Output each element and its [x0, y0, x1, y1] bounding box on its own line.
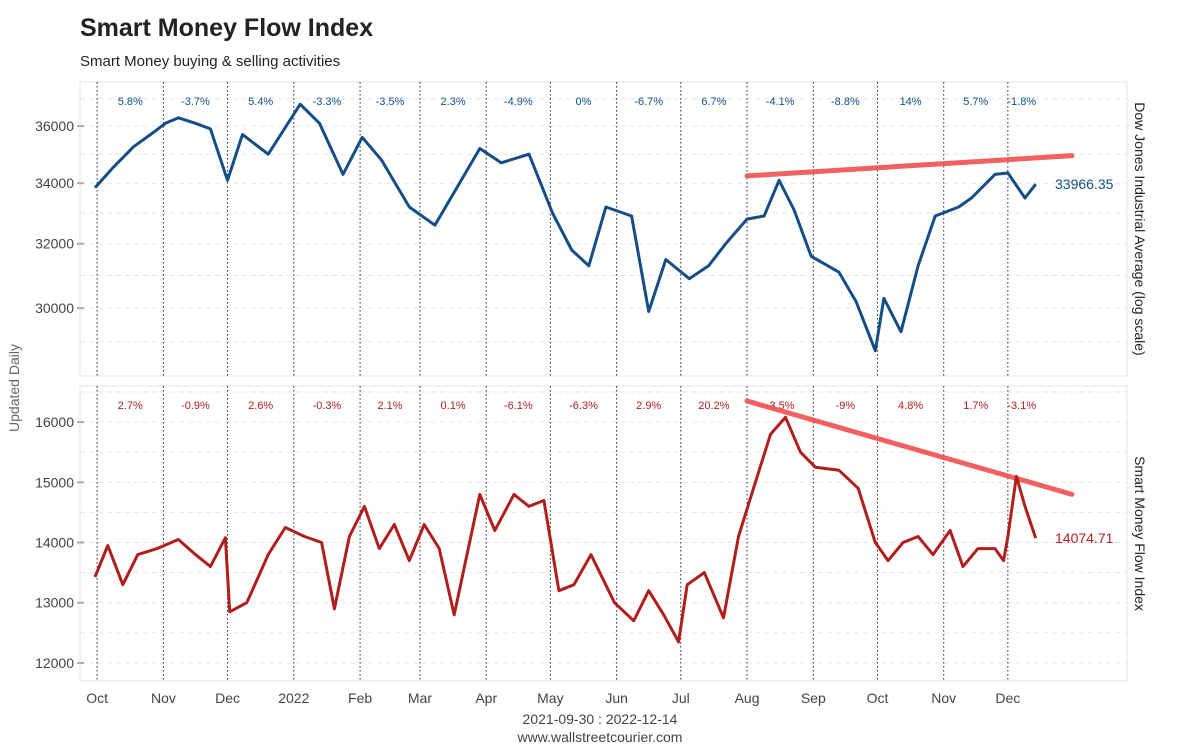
dow-axis-label: Dow Jones Industrial Average (log scale) [1132, 102, 1148, 355]
dow-last-value: 33966.35 [1055, 176, 1114, 192]
x-tick-label: Nov [931, 690, 956, 706]
dow-monthly-change-label: -3.7% [181, 96, 210, 108]
dow-monthly-change-label: -1.8% [1007, 96, 1036, 108]
smfi-series-line [93, 415, 1038, 644]
dow-panel-frame [79, 81, 1128, 377]
x-tick-label: Feb [348, 690, 372, 706]
smfi-y-tick-label: 12000 [35, 655, 74, 671]
smfi-monthly-change-label: 2.9% [636, 400, 661, 412]
dow-y-tick-label: 32000 [35, 236, 74, 252]
smfi-last-value: 14074.71 [1055, 530, 1114, 546]
panel-smfi: 12000 13000 14000 15000 16000 2.7% -0.9% 2.6% -0… [35, 385, 1148, 682]
website-footer: www.wallstreetcourier.com [517, 729, 683, 745]
dow-monthly-change-label: -8.8% [831, 96, 860, 108]
smfi-axis-label: Smart Money Flow Index [1132, 456, 1148, 611]
x-tick-label: Dec [995, 690, 1020, 706]
x-tick-label: Aug [735, 690, 760, 706]
dow-y-tick-label: 36000 [35, 118, 74, 134]
x-tick-label: Apr [475, 690, 497, 706]
smfi-monthly-change-label: 2.6% [248, 400, 273, 412]
smfi-panel-frame [79, 385, 1128, 682]
smfi-monthly-change-label: 1.7% [963, 400, 988, 412]
x-tick-label: Oct [867, 690, 889, 706]
dow-monthly-change-label: -4.1% [766, 96, 795, 108]
smfi-monthly-change-label: -3.1% [1007, 400, 1036, 412]
smfi-monthly-change-label: -0.3% [313, 400, 342, 412]
dow-monthly-change-label: 14% [900, 96, 922, 108]
x-tick-label: Sep [801, 690, 826, 706]
dow-monthly-change-label: -3.5% [376, 96, 405, 108]
smfi-monthly-change-label: -6.3% [569, 400, 598, 412]
panel-dow: 30000 32000 34000 36000 5.8% -3.7% 5.4% -3.3% -3… [35, 81, 1148, 377]
chart-subtitle: Smart Money buying & selling activities [80, 53, 341, 70]
smfi-monthly-change-label: 20.2% [698, 400, 729, 412]
dow-series-line [93, 102, 1037, 353]
dow-monthly-change-label: 5.8% [118, 96, 143, 108]
dow-monthly-change-label: 6.7% [701, 96, 726, 108]
dow-y-tick-label: 34000 [35, 175, 74, 191]
x-tick-label: Dec [215, 690, 240, 706]
dow-monthly-change-label: 5.7% [963, 96, 988, 108]
dow-monthly-change-label: 5.4% [248, 96, 273, 108]
dow-monthly-change-label: 0% [576, 96, 592, 108]
smfi-monthly-change-label: -6.1% [504, 400, 533, 412]
x-tick-label: Jul [672, 690, 690, 706]
dow-trendline [744, 153, 1075, 179]
smfi-trendline [744, 398, 1075, 497]
x-tick-label: Jun [605, 690, 628, 706]
smfi-monthly-change-label: 2.7% [118, 400, 143, 412]
dow-monthly-change-label: -3.3% [313, 96, 342, 108]
x-tick-label: May [537, 690, 563, 706]
smfi-y-tick-label: 13000 [35, 595, 74, 611]
smfi-y-tick-label: 14000 [35, 535, 74, 551]
x-tick-label: 2022 [278, 690, 309, 706]
dow-monthly-change-label: -4.9% [504, 96, 533, 108]
smfi-y-tick-label: 15000 [35, 474, 74, 490]
x-tick-label: Mar [408, 690, 432, 706]
smfi-monthly-change-label: 4.8% [898, 400, 923, 412]
chart-title: Smart Money Flow Index [80, 14, 374, 42]
smfi-monthly-change-label: -0.9% [181, 400, 210, 412]
dow-monthly-change-label: 2.3% [441, 96, 466, 108]
smfi-y-tick-label: 16000 [35, 414, 74, 430]
x-tick-label: Oct [86, 690, 108, 706]
date-range: 2021-09-30 : 2022-12-14 [522, 711, 678, 727]
dow-monthly-change-label: -6.7% [634, 96, 663, 108]
dow-y-tick-label: 30000 [35, 300, 74, 316]
x-axis: Oct Nov Dec 2022 Feb Mar Apr May Jun Jul Aug Sep Oct… [86, 690, 1020, 706]
x-tick-label: Nov [151, 690, 176, 706]
smfi-monthly-change-label: 2.1% [377, 400, 402, 412]
smfi-monthly-change-label: 0.1% [441, 400, 466, 412]
smfi-monthly-change-label: -9% [836, 400, 856, 412]
